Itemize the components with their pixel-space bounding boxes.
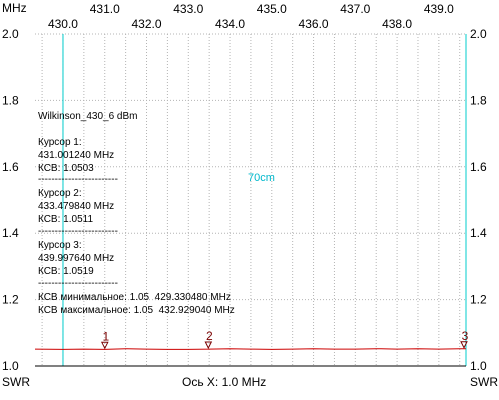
- grid-lines: [35, 33, 466, 366]
- x-tick-label-bottom: 436.0: [299, 17, 329, 31]
- swr-min-line: КСВ минимальное: 1.05 429.330480 MHz: [38, 292, 231, 303]
- y-tick-label-left: 1.6: [2, 160, 19, 174]
- x-unit-label: MHz: [2, 1, 27, 15]
- swr-max-line: КСВ максимальное: 1.05 432.929040 MHz: [38, 305, 235, 316]
- y-tick-label-left: 1.2: [2, 293, 19, 307]
- cursor3-frequency: 439.997640 MHz: [38, 253, 115, 264]
- x-axis-label: Ось X: 1.0 MHz: [182, 375, 266, 389]
- cursor-marker: [204, 341, 213, 350]
- cursor1-swr: КСВ: 1.0503: [38, 163, 94, 174]
- cursor2-frequency: 433.479840 MHz: [38, 201, 115, 212]
- cursor2-swr: КСВ: 1.0511: [38, 214, 94, 225]
- cursor1-frequency: 431.001240 MHz: [38, 150, 115, 161]
- cursor-marker: [100, 341, 109, 350]
- tick-labels: 2.0 2.0 1.8 1.8 1.6 1.6 1.4 1.4 1.2 1.2 1.0 1.0 431.…: [2, 2, 487, 373]
- separator-2: ------------------------: [38, 226, 118, 237]
- y-tick-label-right: 1.0: [470, 359, 487, 373]
- cursor-marker: [460, 341, 468, 349]
- cursor-markers: 1 2 3: [100, 329, 469, 350]
- cursor-marker-label: 3: [462, 329, 469, 343]
- swr-series-line: [34, 348, 466, 350]
- swr-trace: [34, 348, 466, 350]
- y-label-left: SWR: [2, 375, 30, 389]
- x-tick-label-top: 437.0: [340, 2, 370, 16]
- cursor-marker-label: 1: [102, 329, 109, 343]
- y-tick-label-right: 1.2: [470, 293, 487, 307]
- x-tick-label-bottom: 432.0: [131, 17, 161, 31]
- cursor2-heading: Курсор 2:: [38, 188, 82, 199]
- x-tick-label-bottom: 430.0: [48, 17, 78, 31]
- y-tick-label-left: 1.8: [2, 93, 19, 107]
- y-tick-label-left: 1.0: [2, 359, 19, 373]
- cursor-marker-label: 2: [206, 329, 213, 343]
- x-tick-label-bottom: 438.0: [382, 17, 412, 31]
- separator-3: ------------------------: [38, 278, 118, 289]
- info-title: Wilkinson_430_6 dBm: [38, 111, 138, 122]
- y-tick-label-right: 1.4: [470, 226, 487, 240]
- x-tick-label-top: 431.0: [90, 2, 120, 16]
- cursor3-heading: Курсор 3:: [38, 240, 82, 251]
- x-tick-label-bottom: 434.0: [215, 17, 245, 31]
- cursor3-swr: КСВ: 1.0519: [38, 266, 94, 277]
- x-tick-label-top: 439.0: [424, 2, 454, 16]
- separator-1: ------------------------: [38, 174, 118, 185]
- y-label-right: SWR: [470, 375, 498, 389]
- y-tick-label-right: 2.0: [470, 27, 487, 41]
- y-tick-label-right: 1.8: [470, 93, 487, 107]
- x-tick-label-top: 435.0: [257, 2, 287, 16]
- y-tick-label-left: 2.0: [2, 27, 19, 41]
- x-tick-label-top: 433.0: [173, 2, 203, 16]
- vertical-markers: [62, 34, 467, 366]
- y-tick-label-right: 1.6: [470, 160, 487, 174]
- y-tick-label-left: 1.4: [2, 226, 19, 240]
- cursor1-heading: Курсор 1:: [38, 137, 82, 148]
- band-label: 70cm: [248, 172, 275, 184]
